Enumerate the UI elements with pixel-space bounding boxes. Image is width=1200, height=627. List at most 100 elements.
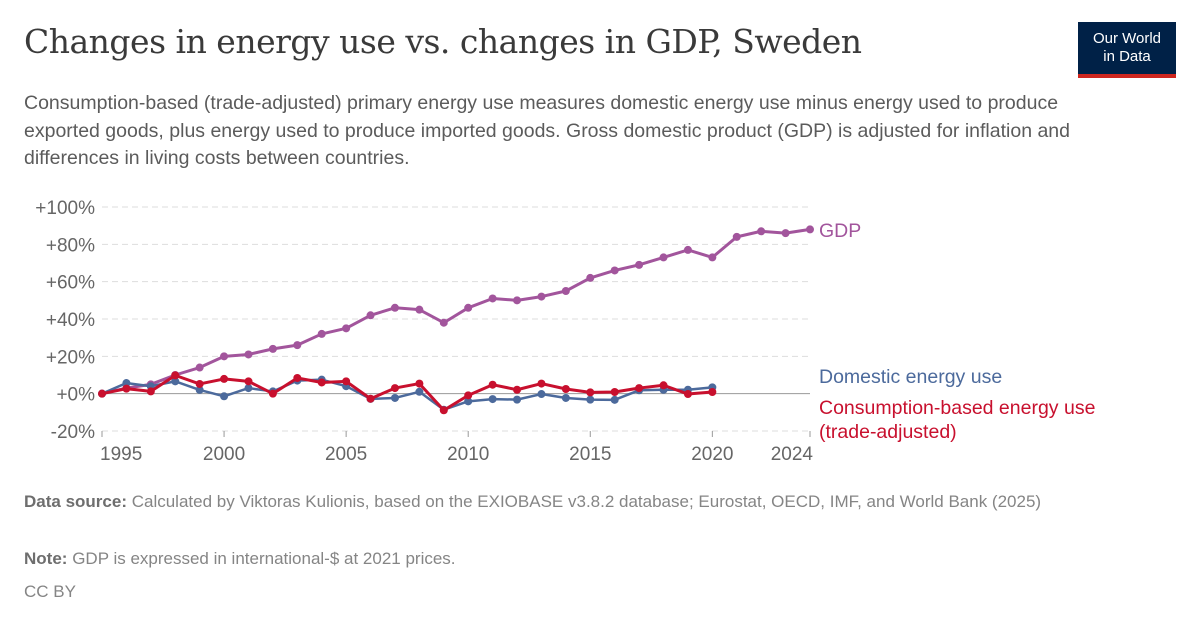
- data-point: [317, 329, 326, 338]
- data-point: [683, 390, 692, 399]
- data-point: [635, 260, 644, 269]
- y-tick-label: +0%: [56, 385, 95, 406]
- data-point: [610, 387, 619, 396]
- data-point: [415, 379, 424, 388]
- x-tick-label: 2015: [569, 444, 611, 465]
- data-point: [366, 394, 375, 403]
- data-point: [732, 232, 741, 241]
- data-source: Data source: Calculated by Viktoras Kuli…: [24, 490, 1144, 513]
- data-point: [244, 384, 253, 393]
- y-tick-label: +60%: [46, 273, 95, 294]
- data-point: [757, 227, 766, 236]
- data-point: [171, 371, 180, 380]
- logo-accent-bar: [1078, 74, 1176, 78]
- data-point: [537, 292, 546, 301]
- data-point: [513, 395, 522, 404]
- data-point: [659, 381, 668, 390]
- data-point: [244, 377, 253, 386]
- domestic-energy-label: Domestic energy use: [819, 366, 1002, 388]
- data-point: [464, 397, 473, 406]
- data-point: [610, 395, 619, 404]
- data-point: [390, 393, 399, 402]
- data-point: [268, 389, 277, 398]
- owid-logo[interactable]: Our World in Data: [1078, 22, 1176, 78]
- data-point: [146, 387, 155, 396]
- data-point: [195, 385, 204, 394]
- data-point: [415, 387, 424, 396]
- chart-subtitle: Consumption-based (trade-adjusted) prima…: [24, 92, 1070, 169]
- data-point: [708, 387, 717, 396]
- y-tick-label: +20%: [46, 347, 95, 368]
- source-text: Calculated by Viktoras Kulionis, based o…: [131, 492, 1042, 511]
- data-point: [537, 390, 546, 399]
- data-point: [488, 395, 497, 404]
- note-text: GDP is expressed in international-$ at 2…: [72, 549, 456, 568]
- data-point: [464, 303, 473, 312]
- y-tick-label: +80%: [46, 235, 95, 256]
- data-point: [342, 324, 351, 333]
- note-label: Note:: [24, 549, 68, 568]
- data-point: [464, 391, 473, 400]
- line-chart: -20% +0% +20% +40% +60% +80% +100% 1995 2000 2005…: [35, 198, 1095, 465]
- data-point: [806, 225, 814, 234]
- data-point: [586, 388, 595, 397]
- data-point: [244, 350, 253, 359]
- data-point: [195, 363, 204, 372]
- data-point: [513, 385, 522, 394]
- logo-line2: in Data: [1103, 48, 1151, 65]
- data-point: [293, 373, 302, 382]
- logo-line1: Our World: [1092, 30, 1162, 47]
- data-point: [586, 395, 595, 404]
- data-point: [415, 305, 424, 314]
- data-point: [98, 389, 106, 398]
- data-point: [366, 311, 375, 320]
- data-point: [122, 379, 131, 388]
- series-line-1: [101, 378, 713, 411]
- data-point: [488, 294, 497, 303]
- data-point: [635, 384, 644, 393]
- data-point: [195, 379, 204, 388]
- x-tick-label: 2005: [325, 444, 367, 465]
- data-point: [683, 245, 692, 254]
- data-point: [390, 303, 399, 312]
- data-point: [659, 253, 668, 262]
- x-tick-label: 2000: [203, 444, 245, 465]
- consumption-energy-label-line2: (trade-adjusted): [819, 421, 957, 443]
- data-point: [220, 352, 229, 361]
- data-point: [439, 406, 448, 415]
- data-point: [268, 344, 277, 353]
- data-point: [293, 341, 302, 350]
- data-point: [561, 287, 570, 295]
- series-line-0: [101, 227, 811, 396]
- x-tick-label: 2024: [771, 444, 814, 465]
- y-tick-label: -20%: [51, 422, 95, 443]
- series-line-2: [101, 373, 713, 412]
- consumption-energy-label: Consumption-based energy use: [819, 397, 1095, 419]
- data-point: [122, 384, 131, 393]
- data-point: [586, 273, 595, 282]
- note: Note: GDP is expressed in international-…: [24, 547, 1144, 570]
- chart-title: Changes in energy use vs. changes in GDP…: [24, 22, 862, 61]
- x-tick-label: 1995: [100, 444, 142, 465]
- data-point: [220, 374, 229, 383]
- y-tick-label: +100%: [35, 198, 95, 219]
- data-point: [561, 385, 570, 393]
- data-point: [439, 318, 448, 327]
- data-point: [317, 378, 326, 387]
- data-point: [610, 266, 619, 275]
- data-point: [220, 392, 229, 401]
- data-point: [488, 380, 497, 389]
- data-point: [171, 377, 180, 386]
- data-point: [513, 296, 522, 305]
- data-point: [342, 377, 351, 386]
- gdp-label: GDP: [819, 220, 861, 242]
- license[interactable]: CC BY: [24, 582, 76, 601]
- data-point: [537, 379, 546, 388]
- x-tick-label: 2020: [691, 444, 733, 465]
- y-tick-label: +40%: [46, 310, 95, 331]
- data-point: [708, 253, 717, 262]
- data-point: [561, 393, 570, 402]
- data-point: [781, 229, 790, 238]
- data-point: [390, 384, 399, 393]
